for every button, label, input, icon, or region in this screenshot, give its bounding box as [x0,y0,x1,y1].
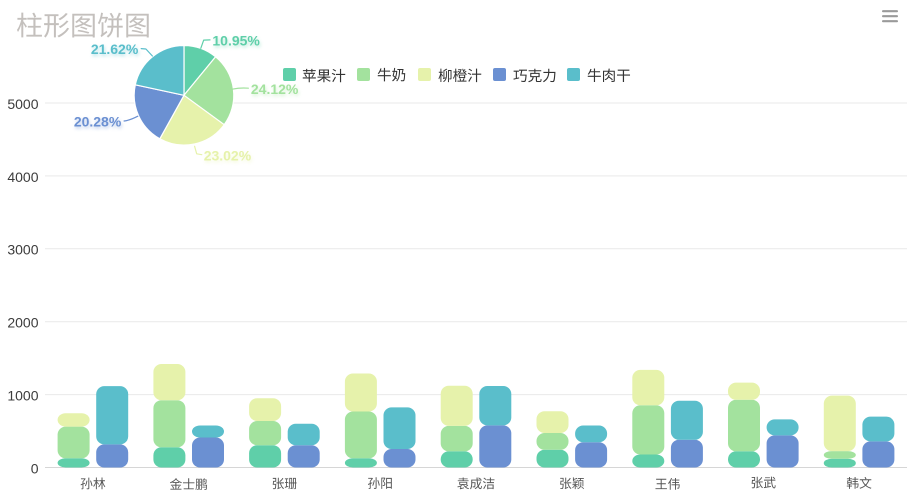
svg-text:5000: 5000 [7,96,38,112]
svg-text:10.95%: 10.95% [212,32,260,48]
svg-text:0: 0 [31,460,39,476]
svg-text:20.28%: 20.28% [74,113,122,129]
svg-text:21.62%: 21.62% [91,41,139,57]
svg-text:2000: 2000 [7,315,38,331]
svg-text:23.02%: 23.02% [204,147,252,163]
svg-text:4000: 4000 [7,169,38,185]
svg-text:3000: 3000 [7,242,38,258]
svg-text:24.12%: 24.12% [251,81,299,97]
svg-text:1000: 1000 [7,388,38,404]
